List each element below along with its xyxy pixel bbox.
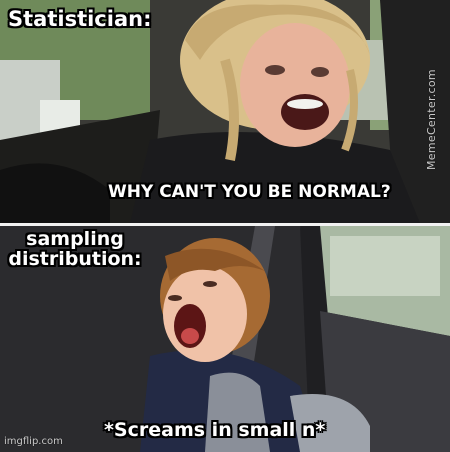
bottom-text-caption: *Screams in small n* [104, 419, 326, 441]
bottom-panel-photo [0, 226, 450, 452]
woman-in-car-illustration [0, 0, 450, 223]
top-panel-photo [0, 0, 450, 223]
panel-divider [0, 223, 450, 226]
imgflip-watermark: imgflip.com [4, 436, 63, 447]
top-text-caption: WHY CAN'T YOU BE NORMAL? [108, 182, 391, 202]
bottom-label-caption: sampling distribution: [8, 228, 142, 270]
memecenter-watermark: MemeCenter.com [425, 69, 438, 170]
top-label-caption: Statistician: [8, 7, 152, 31]
boy-in-car-illustration [0, 226, 450, 452]
